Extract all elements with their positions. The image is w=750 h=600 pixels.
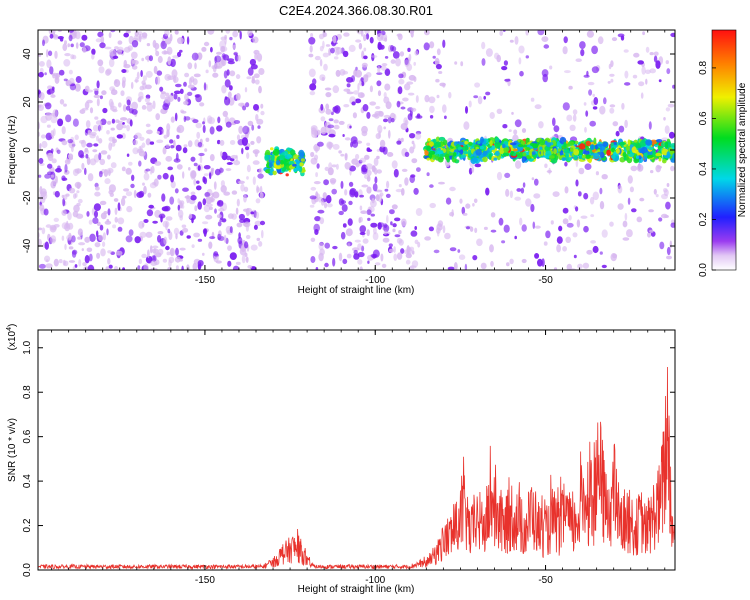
spectrogram-signal-band-0 (263, 146, 307, 177)
colorbar: 0.0 0.2 0.4 0.6 0.8 Normalized spectral ampl… (698, 29, 748, 277)
spectrogram-signal-band-1 (423, 136, 675, 165)
snr-ytick-label-1: 0.2 (22, 518, 33, 532)
spectrogram-ytick-label-0: -40 (22, 238, 33, 253)
snr-ytick-label-2: 0.4 (22, 474, 33, 488)
colorbar-gradient (711, 29, 737, 271)
colorbar-axes: 0.0 0.2 0.4 0.6 0.8 (698, 61, 716, 277)
spectrogram-ytick-label-3: 20 (22, 96, 33, 108)
snr-ytick-label-5: 1.0 (22, 340, 33, 354)
spectrogram-ytick-label-2: 0 (22, 147, 33, 153)
spectrogram-ytick-label-4: 40 (22, 48, 33, 60)
spectrogram-xtick-label-0: -150 (195, 275, 215, 286)
spectrogram-xtick-label-1: -100 (365, 275, 385, 286)
snr-multiplier-close: ) (7, 324, 18, 327)
snr-xlabel: Height of straight line (km) (298, 584, 415, 595)
snr-axes: -150 -100 -50 0.0 0.2 0.4 0.6 0.8 1.0 (22, 330, 675, 586)
spectrogram-panel: -150 -100 -50 -40 -20 0 20 40 Height of straigh… (7, 29, 676, 296)
snr-series-line (38, 366, 675, 570)
spectrogram-content (38, 30, 675, 270)
snr-ytick-label-3: 0.6 (22, 429, 33, 443)
spectrogram-ytick-label-1: -20 (22, 190, 33, 205)
snr-content (38, 366, 675, 570)
snr-xtick-label-0: -150 (195, 575, 215, 586)
snr-xtick-label-1: -100 (365, 575, 385, 586)
colorbar-tick-label-0: 0.0 (698, 263, 709, 277)
snr-xtick-label-2: -50 (538, 575, 553, 586)
spectrogram-noise (38, 30, 675, 270)
colorbar-tick-label-1: 0.2 (698, 212, 709, 226)
snr-ylabel: SNR (10 * v/v) (7, 418, 18, 482)
snr-multiplier: (x104) (6, 324, 18, 351)
colorbar-label: Normalized spectral amplitude (737, 82, 748, 217)
colorbar-tick-label-2: 0.4 (698, 162, 709, 176)
snr-multiplier-exp: 4 (6, 327, 13, 331)
colorbar-tick-label-3: 0.6 (698, 111, 709, 125)
spectrogram-xtick-label-2: -50 (538, 275, 553, 286)
figure-title: C2E4.2024.366.08.30.R01 (279, 3, 433, 18)
spectrogram-axes: -150 -100 -50 -40 -20 0 20 40 (22, 30, 675, 286)
snr-frame (37, 329, 676, 571)
snr-panel: -150 -100 -50 0.0 0.2 0.4 0.6 0.8 1.0 Height of … (6, 324, 676, 595)
spectrogram-xlabel: Height of straight line (km) (298, 285, 415, 296)
snr-multiplier-base: (x10 (7, 330, 18, 350)
colorbar-tick-label-4: 0.8 (698, 61, 709, 75)
snr-ytick-label-0: 0.0 (22, 563, 33, 577)
spectrogram-ylabel: Frequency (Hz) (7, 116, 18, 185)
snr-ytick-label-4: 0.8 (22, 385, 33, 399)
